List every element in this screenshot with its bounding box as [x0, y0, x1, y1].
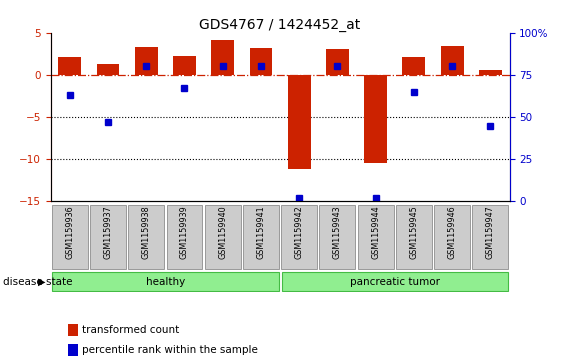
- Text: GSM1159942: GSM1159942: [294, 205, 303, 259]
- Bar: [288, 75, 311, 170]
- Text: GSM1159946: GSM1159946: [448, 205, 457, 259]
- Text: GSM1159938: GSM1159938: [142, 205, 151, 259]
- Text: GSM1159941: GSM1159941: [257, 205, 266, 259]
- FancyBboxPatch shape: [128, 205, 164, 269]
- Bar: [326, 49, 349, 75]
- Bar: [211, 40, 234, 75]
- Title: GDS4767 / 1424452_at: GDS4767 / 1424452_at: [199, 18, 361, 32]
- Bar: [403, 57, 426, 75]
- Text: GSM1159940: GSM1159940: [218, 205, 227, 259]
- Bar: [59, 57, 81, 75]
- Bar: [96, 64, 119, 75]
- Text: GSM1159943: GSM1159943: [333, 205, 342, 259]
- Bar: [249, 48, 272, 75]
- FancyBboxPatch shape: [52, 272, 279, 291]
- FancyBboxPatch shape: [358, 205, 394, 269]
- FancyBboxPatch shape: [282, 272, 508, 291]
- FancyBboxPatch shape: [396, 205, 432, 269]
- FancyBboxPatch shape: [472, 205, 508, 269]
- Text: GSM1159937: GSM1159937: [104, 205, 113, 259]
- Text: GSM1159939: GSM1159939: [180, 205, 189, 259]
- Text: transformed count: transformed count: [82, 325, 179, 335]
- FancyBboxPatch shape: [243, 205, 279, 269]
- Bar: [135, 47, 158, 75]
- Bar: [441, 46, 463, 75]
- Text: ▶: ▶: [38, 277, 45, 287]
- Bar: [364, 75, 387, 163]
- FancyBboxPatch shape: [90, 205, 126, 269]
- FancyBboxPatch shape: [319, 205, 355, 269]
- Text: GSM1159944: GSM1159944: [371, 205, 380, 259]
- Text: GSM1159945: GSM1159945: [409, 205, 418, 259]
- FancyBboxPatch shape: [434, 205, 470, 269]
- Text: GSM1159936: GSM1159936: [65, 205, 74, 259]
- Bar: [173, 56, 196, 75]
- Bar: [479, 70, 502, 75]
- FancyBboxPatch shape: [167, 205, 203, 269]
- Text: percentile rank within the sample: percentile rank within the sample: [82, 345, 257, 355]
- Text: pancreatic tumor: pancreatic tumor: [350, 277, 440, 287]
- FancyBboxPatch shape: [52, 205, 88, 269]
- Text: healthy: healthy: [146, 277, 185, 287]
- FancyBboxPatch shape: [205, 205, 241, 269]
- Text: GSM1159947: GSM1159947: [486, 205, 495, 259]
- FancyBboxPatch shape: [282, 205, 317, 269]
- Text: disease state: disease state: [3, 277, 72, 287]
